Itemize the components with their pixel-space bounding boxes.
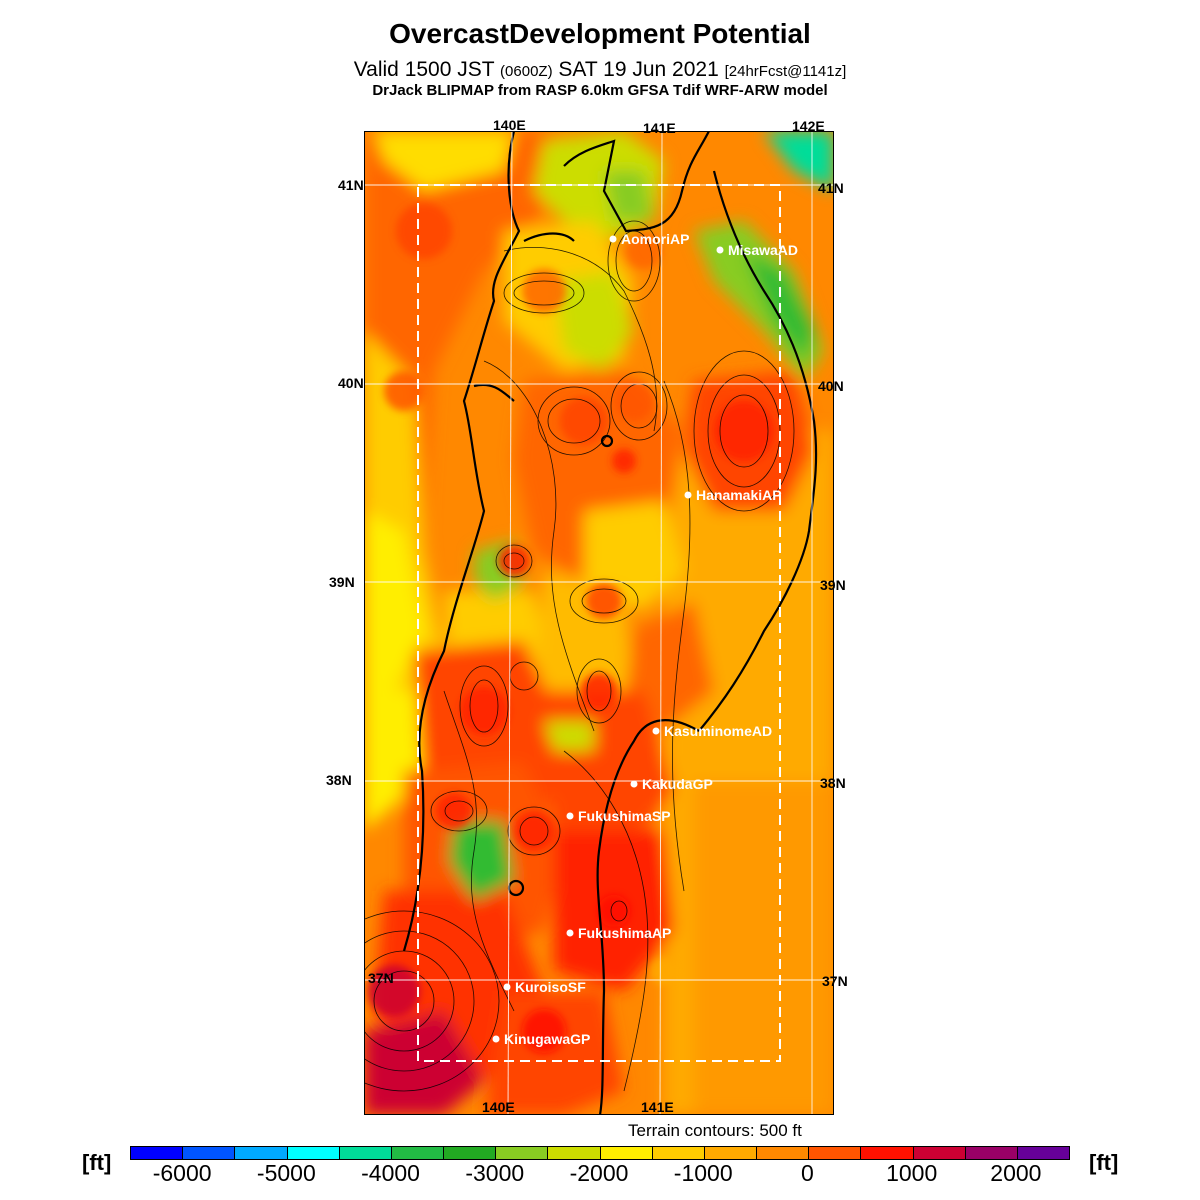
station-label-hanamakiap: HanamakiAP [696,487,782,503]
colorbar-swatch [965,1147,1018,1159]
valid-prefix: Valid 1500 JST [353,58,495,81]
station-dot-kinugawagp [492,1035,500,1043]
lat-label-left-40n: 40N [338,375,364,391]
lat-label-right-37n: 37N [822,973,848,989]
station-label-kakudagp: KakudaGP [642,776,713,792]
lat-label-left-39n: 39N [329,574,355,590]
colorbar-swatch [913,1147,966,1159]
forecast-map: AomoriAP MisawaAD HanamakiAP KasuminomeA… [364,131,834,1115]
lon-label-top-140e: 140E [493,117,526,133]
map-title: OvercastDevelopment Potential [389,18,811,49]
valid-date: SAT 19 Jun 2021 [558,58,719,81]
colorbar-swatch [861,1147,914,1159]
lat-label-left-38n: 38N [326,772,352,788]
model-credit: DrJack BLIPMAP from RASP 6.0km GFSA Tdif… [372,82,828,99]
lat-label-left-37n: 37N [368,970,394,986]
station-label-kuroisosf: KuroisoSF [515,979,586,995]
station-markers [492,235,724,1043]
colorbar-swatch [704,1147,758,1159]
domain-boundary [417,184,781,1062]
colorbar-swatch [444,1147,497,1159]
colorbar-swatch [496,1147,549,1159]
station-label-fukushimasp: FukushimaSP [578,808,671,824]
colorbar-tick-label: -5000 [256,1160,316,1186]
colorbar-swatch [600,1147,653,1159]
station-dot-hanamakiap [684,491,692,499]
lon-label-top-141e: 141E [643,120,676,136]
colorbar-tick-label: -3000 [465,1160,525,1186]
forecast-tag: [24hrFcst@1141z] [724,63,847,80]
lat-label-right-39n: 39N [820,577,846,593]
map-border [364,131,834,1115]
colorbar-tick-label: 0 [801,1160,814,1186]
station-dot-kuroisosf [503,983,511,991]
valid-time: Valid 1500 JST (0600Z) SAT 19 Jun 2021 [… [0,58,1200,82]
lon-label-top-142e: 142E [792,118,825,134]
valid-zulu: (0600Z) [500,63,553,80]
station-dot-fukushimaap [566,929,574,937]
terrain-contour-note: Terrain contours: 500 ft [628,1121,802,1140]
station-dot-misawaad [716,246,724,254]
colorbar-tick-label: 2000 [990,1160,1042,1186]
station-label-kinugawagp: KinugawaGP [504,1031,591,1047]
colorbar-swatch [1017,1147,1070,1159]
colorbar-tick-label: -1000 [673,1160,733,1186]
colorbar-unit-right: [ft] [1089,1150,1119,1175]
station-dot-aomoriap [609,235,617,243]
colorbar-swatch [287,1147,340,1159]
colorbar-swatch [131,1147,184,1159]
colorbar-tick-label: -4000 [361,1160,420,1186]
coastline [402,131,818,1115]
map-canvas [364,131,834,1115]
colorbar-swatch [652,1147,705,1159]
colorbar-unit-left: [ft] [82,1150,112,1175]
colorbar [130,1146,1070,1160]
colorbar-swatch [339,1147,392,1159]
station-dot-kasuminomead [652,727,660,735]
station-label-kasuminomead: KasuminomeAD [664,723,773,739]
lon-label-bottom-140e: 140E [482,1099,515,1115]
lat-label-right-38n: 38N [820,775,846,791]
colorbar-swatch [548,1147,601,1159]
colorbar-swatch [235,1147,288,1159]
station-label-fukushimaap: FukushimaAP [578,925,672,941]
lon-label-bottom-141e: 141E [641,1099,674,1115]
colorbar-swatch [183,1147,236,1159]
colorbar-swatch [809,1147,862,1159]
station-label-misawaad: MisawaAD [728,242,799,258]
lat-label-left-41n: 41N [338,177,364,193]
station-dot-fukushimasp [566,812,574,820]
colorbar-swatch [757,1147,810,1159]
station-dot-kakudagp [630,780,638,788]
colorbar-tick-label: -2000 [569,1160,629,1186]
lat-label-right-41n: 41N [818,180,844,196]
station-label-aomoriap: AomoriAP [621,231,690,247]
colorbar-swatch [391,1147,445,1159]
colorbar-tick-label: 1000 [886,1160,938,1186]
lat-label-right-40n: 40N [818,378,844,394]
colorbar-tick-label: -6000 [152,1160,212,1186]
